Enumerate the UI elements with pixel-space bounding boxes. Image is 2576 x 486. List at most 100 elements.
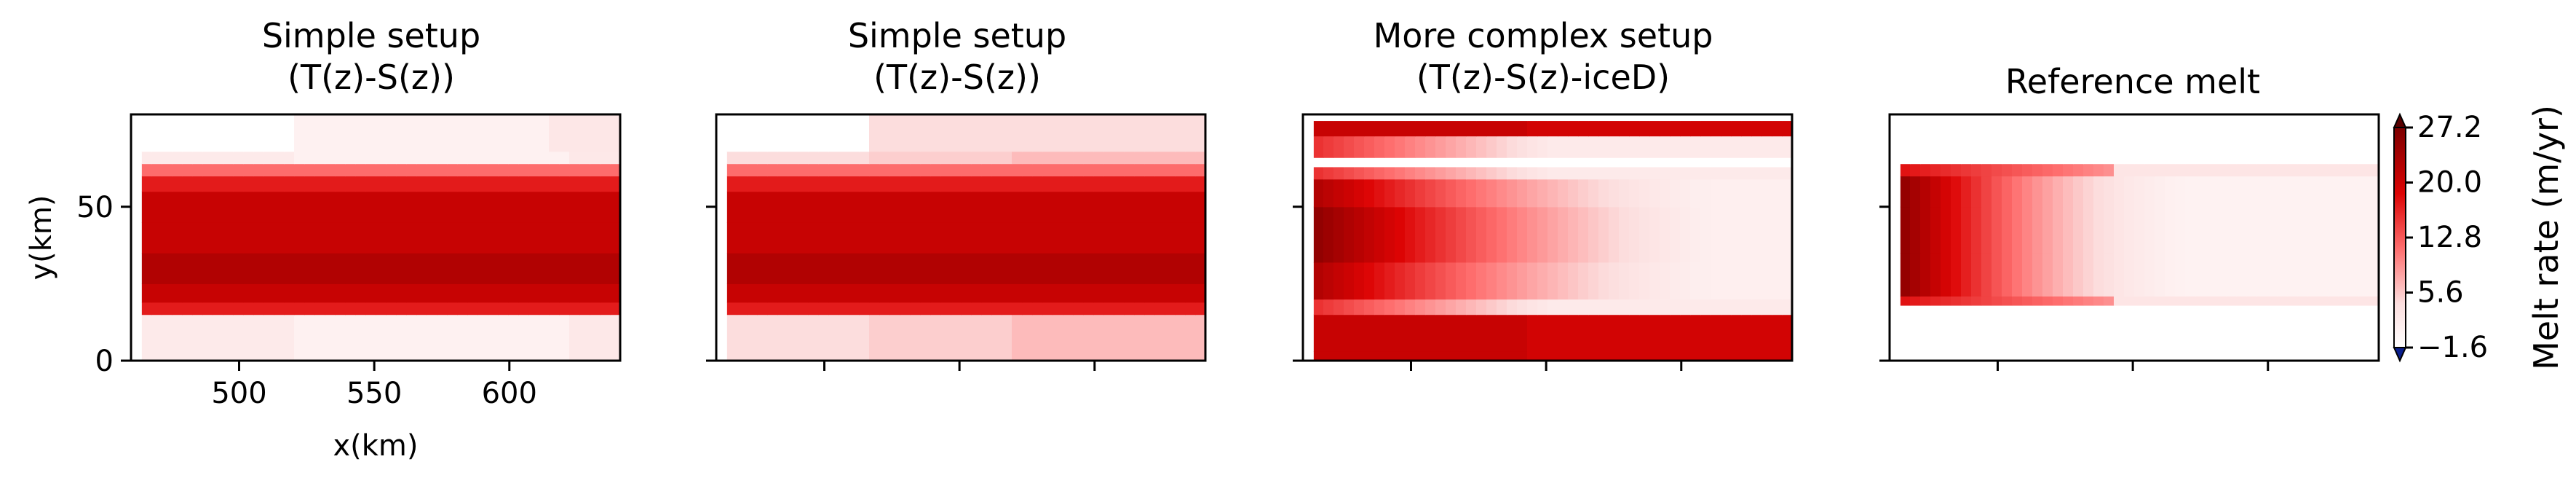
panel-2-cell-b6-c18 — [1486, 166, 1497, 180]
panel-2-cell-b7-c43 — [1741, 157, 1752, 168]
panel-0-cell-b5-c2 — [151, 191, 162, 223]
panel-2-cell-b4-c5 — [1354, 206, 1365, 263]
panel-2-cell-b4-c19 — [1497, 206, 1507, 263]
panel-1-cell-b5-c20 — [920, 191, 931, 223]
panel-1-cell-b4-c24 — [961, 222, 972, 254]
panel-3-cell-b4-c39 — [2287, 176, 2298, 208]
panel-1-cell-b1-c24 — [961, 302, 972, 315]
panel-3-cell-b4-c34 — [2236, 176, 2247, 208]
panel-0-cell-b3-c42 — [559, 253, 570, 284]
panel-2-cell-b7-c42 — [1731, 157, 1742, 168]
panel-0-cell-b1-c42 — [559, 302, 570, 315]
panel-0-cell-b8-c15 — [284, 151, 295, 165]
panel-0-cell-b3-c26 — [396, 253, 407, 284]
panel-3-cell-b6-c6 — [1951, 114, 1962, 165]
panel-2-cell-b2-c24 — [1547, 299, 1558, 315]
panel-0-cell-b7-c45 — [590, 163, 601, 177]
panel-1-cell-b1-c43 — [1154, 302, 1165, 315]
panel-2-cell-b8-c31 — [1619, 136, 1630, 158]
panel-3-cell-b2-c46 — [2358, 253, 2369, 297]
panel-0-cell-b0-c1 — [141, 314, 152, 361]
panel-1-cell-b4-c44 — [1165, 222, 1176, 254]
panel-0-cell-b5-c31 — [447, 191, 458, 223]
panel-0-cell-b5-c19 — [325, 191, 336, 223]
panel-2-cell-b2-c9 — [1395, 299, 1406, 315]
panel-3-cell-b4-c5 — [1941, 176, 1951, 208]
panel-1-cell-b7-c30 — [1022, 163, 1033, 177]
panel-1-cell-b2-c16 — [879, 283, 890, 303]
panel-1-cell-b8-c44 — [1165, 151, 1176, 165]
panel-1-cell-b3-c36 — [1083, 253, 1094, 284]
panel-1-cell-b5-c43 — [1154, 191, 1165, 223]
panel-2-cell-b5-c19 — [1497, 179, 1507, 208]
panel-3-title-line1: Reference melt — [2005, 62, 2260, 101]
panel-3-frame — [1888, 113, 2380, 362]
panel-2-cell-b0-c35 — [1660, 351, 1671, 361]
panel-2-cell-b4-c28 — [1588, 206, 1599, 263]
panel-2-cell-b8-c35 — [1660, 136, 1671, 158]
panel-1-cell-b8-c2 — [737, 151, 748, 165]
panel-0-cell-b1-c18 — [314, 302, 325, 315]
panel-3-cell-b4-c10 — [1992, 176, 2002, 208]
panel-0-cell-b5-c15 — [284, 191, 295, 223]
panel-2-cell-b7-c35 — [1660, 157, 1671, 168]
panel-1-cell-b2-c12 — [839, 283, 849, 303]
panel-0-cell-b8-c35 — [488, 151, 499, 165]
panel-0-cell-b9-c1 — [141, 114, 152, 152]
panel-2-cell-b7-c46 — [1772, 157, 1783, 168]
panel-1-cell-b3-c22 — [940, 253, 951, 284]
panel-1-cell-b9-c6 — [777, 114, 788, 152]
panel-2-cell-b5-c28 — [1588, 179, 1599, 208]
panel-1-cell-b2-c9 — [808, 283, 819, 303]
panel-0-cell-b0-c29 — [427, 314, 437, 361]
panel-0-cell-b3-c25 — [386, 253, 397, 284]
panel-3-cell-b1-c33 — [2226, 296, 2237, 306]
panel-0-cell-b3-c38 — [518, 253, 529, 284]
panel-1-cell-b6-c6 — [777, 176, 788, 192]
panel-3-cell-b3-c17 — [2063, 206, 2074, 254]
panel-2-cell-b9-c6 — [1364, 120, 1375, 137]
panel-0-cell-b4-c23 — [365, 222, 376, 254]
panel-1-cell-b4-c31 — [1032, 222, 1043, 254]
panel-3-cell-b6-c38 — [2277, 114, 2288, 165]
panel-2-cell-b8-c24 — [1547, 136, 1558, 158]
panel-1-cell-b0-c26 — [981, 314, 992, 361]
panel-1-cell-b0-c14 — [859, 314, 870, 361]
panel-0-cell-b0-c23 — [365, 314, 376, 361]
panel-1-cell-b5-c16 — [879, 191, 890, 223]
panel-0-cell-b2-c32 — [457, 283, 468, 303]
panel-3-cell-b0-c16 — [2053, 305, 2064, 361]
panel-1-cell-b8-c45 — [1175, 151, 1186, 165]
panel-2-cell-b1-c11 — [1415, 314, 1426, 352]
panel-1-cell-b6-c39 — [1114, 176, 1125, 192]
panel-1-cell-b1-c38 — [1103, 302, 1114, 315]
panel-1-cell-b6-c42 — [1144, 176, 1155, 192]
panel-0-ytick-label-1: 50 — [76, 191, 114, 224]
panel-3-cell-b5-c1 — [1900, 163, 1911, 177]
panel-1-cell-b8-c3 — [747, 151, 758, 165]
panel-3-cell-b0-c24 — [2134, 305, 2145, 361]
panel-0-cell-b6-c41 — [549, 176, 560, 192]
panel-1-cell-b7-c25 — [971, 163, 982, 177]
panel-2-cell-b0-c9 — [1395, 351, 1406, 361]
panel-3-cell-b3-c27 — [2165, 206, 2176, 254]
panel-1-cell-b8-c37 — [1093, 151, 1104, 165]
panel-1-cell-b1-c45 — [1175, 302, 1186, 315]
panel-3-cell-b2-c10 — [1992, 253, 2002, 297]
panel-0-cell-b4-c46 — [600, 222, 611, 254]
panel-2-cell-b4-c24 — [1547, 206, 1558, 263]
panel-2-cell-b4-c4 — [1344, 206, 1355, 263]
panel-3-cell-b6-c14 — [2032, 114, 2043, 165]
panel-0-cell-b4-c9 — [223, 222, 234, 254]
panel-0-cell-b6-c7 — [202, 176, 213, 192]
panel-2-cell-b8-c45 — [1761, 136, 1772, 158]
panel-1-cell-b9-c28 — [1002, 114, 1012, 152]
panel-2-cell-b6-c24 — [1547, 166, 1558, 180]
panel-3-cell-b2-c40 — [2297, 253, 2308, 297]
panel-0-cell-b7-c29 — [427, 163, 437, 177]
panel-2-cell-b10-c39 — [1700, 114, 1711, 122]
panel-3-cell-b2-c15 — [2042, 253, 2053, 297]
panel-2-cell-b9-c38 — [1690, 120, 1701, 137]
panel-3-cell-b4-c1 — [1900, 176, 1911, 208]
panel-2-cell-b4-c32 — [1629, 206, 1640, 263]
